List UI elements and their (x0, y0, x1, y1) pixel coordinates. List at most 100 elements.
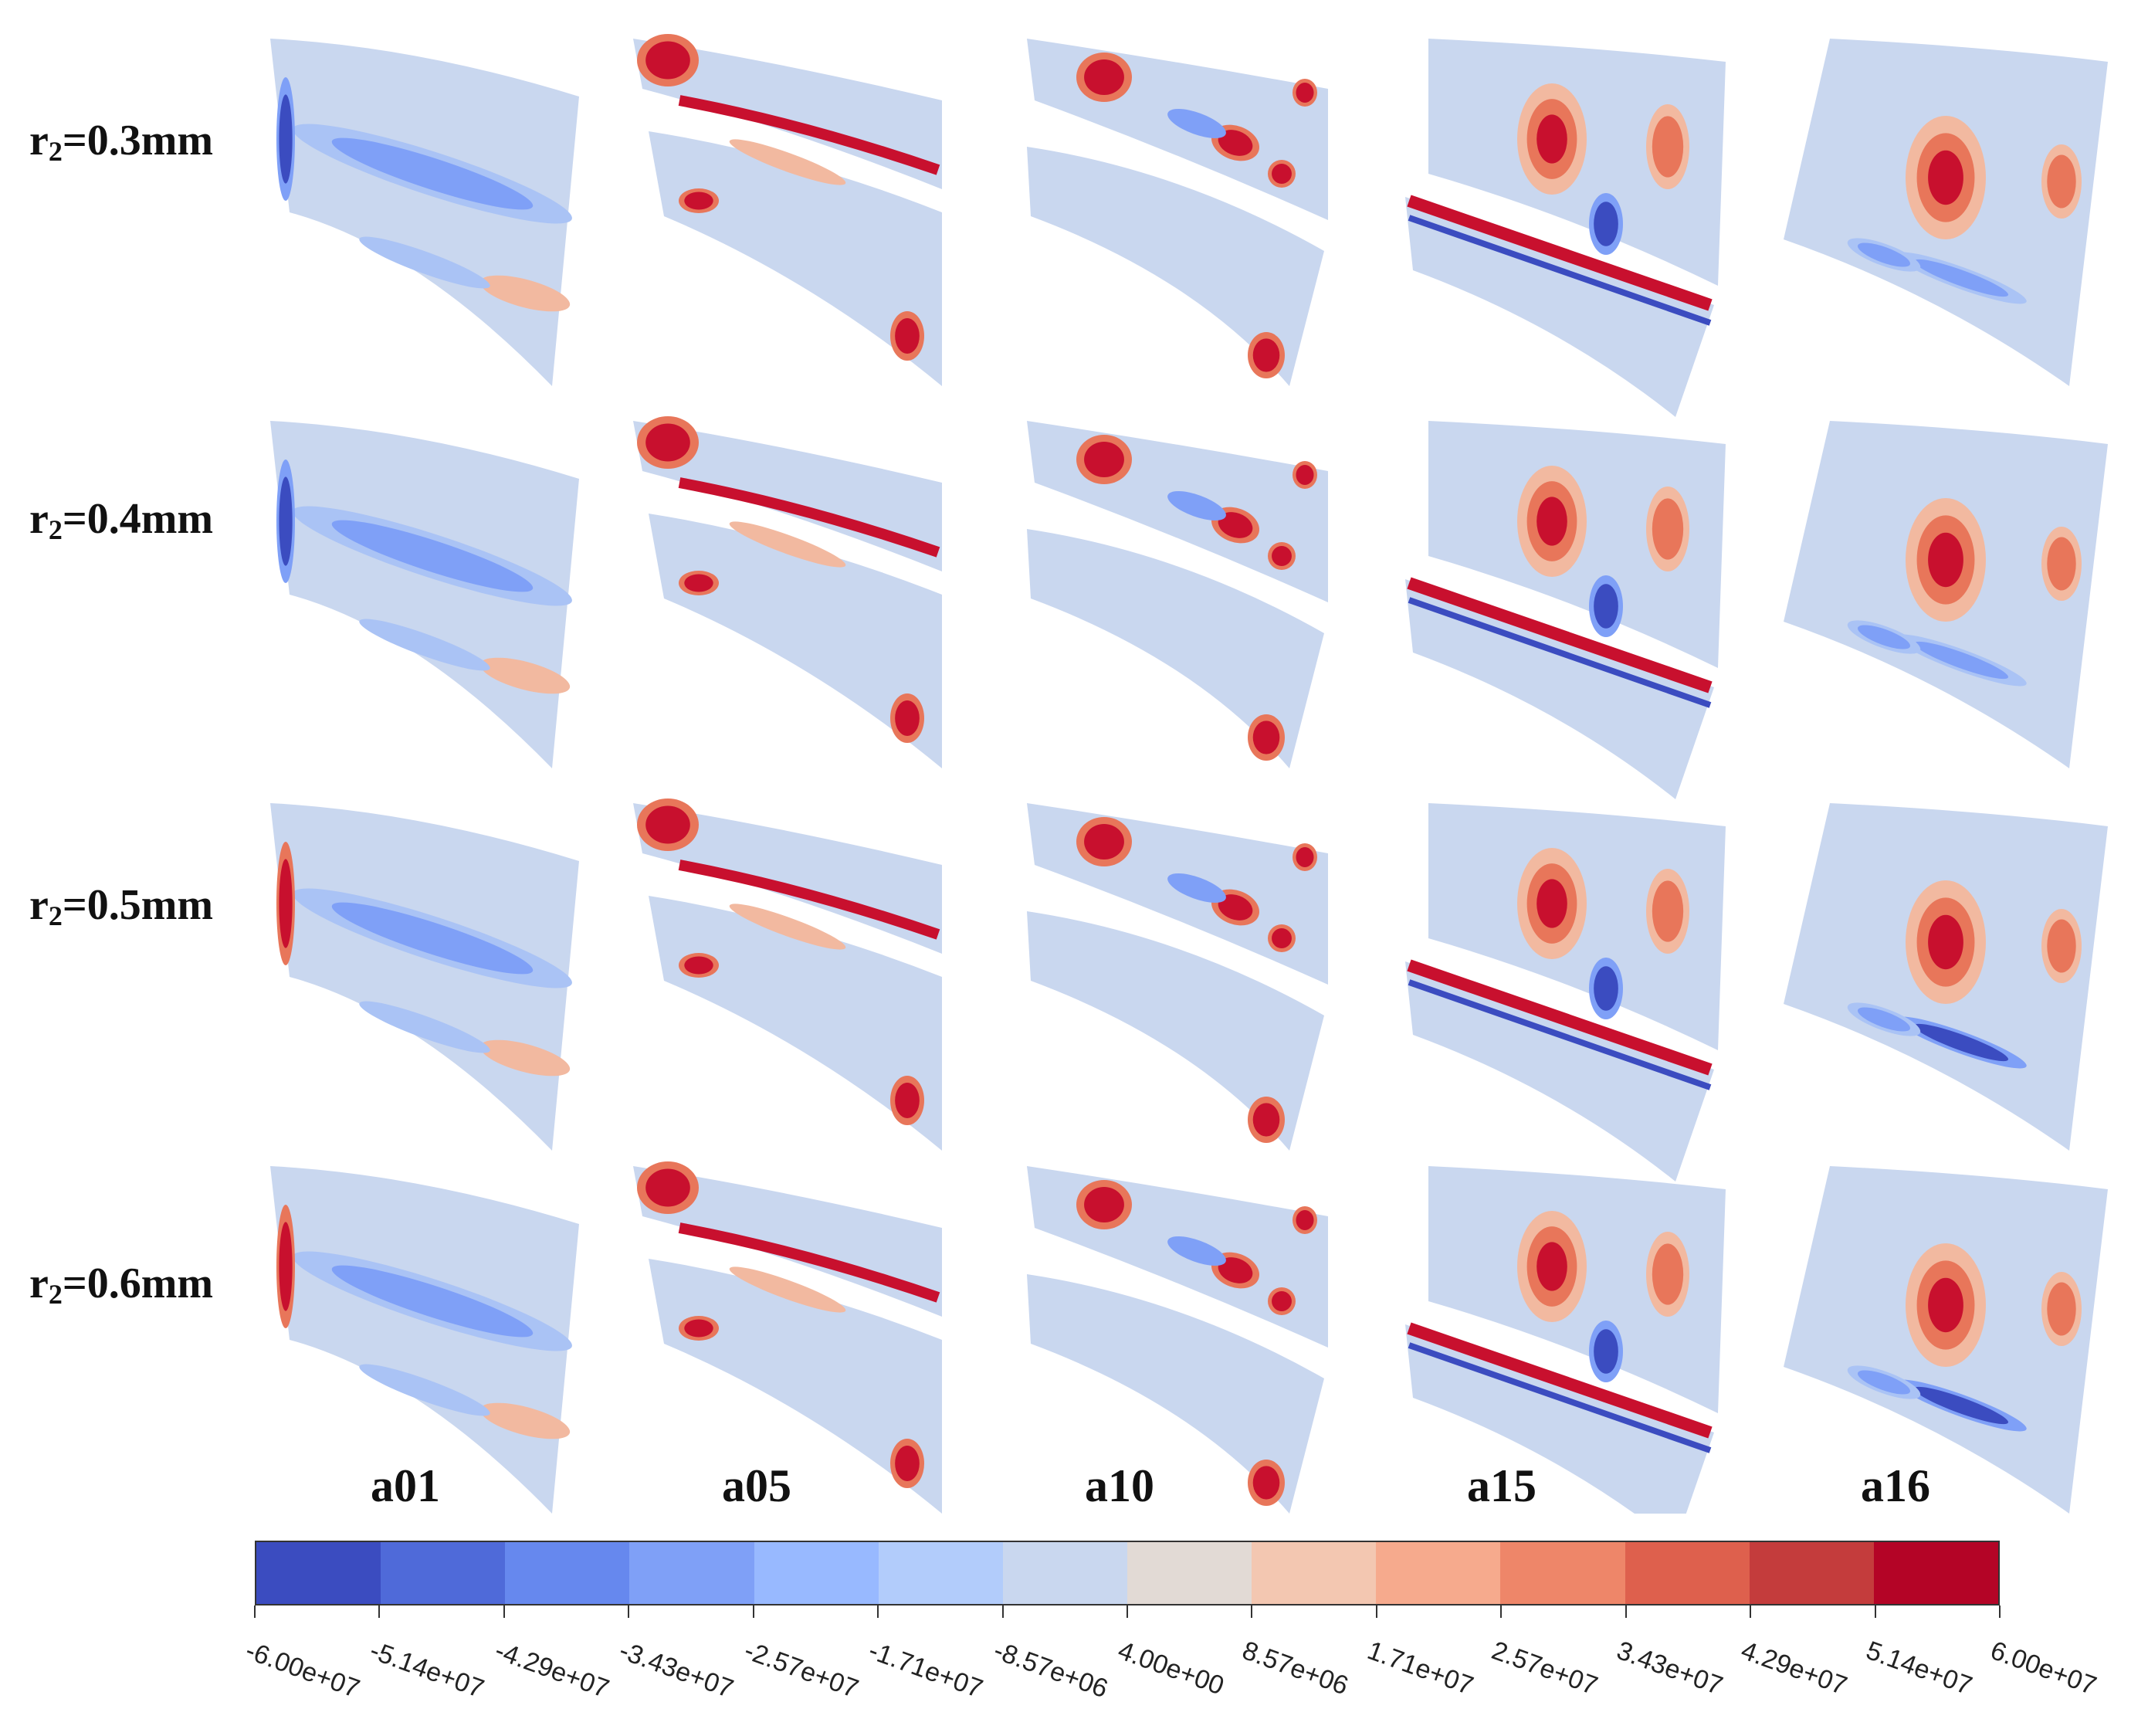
colorbar (255, 1541, 2000, 1605)
slot-band-blue (1408, 979, 1712, 1090)
slot-edge-red (678, 95, 940, 175)
contour-blob (645, 41, 690, 80)
colorbar-tick (1750, 1605, 1752, 1618)
slot-band-blue (1408, 215, 1712, 326)
contour-blob (729, 1266, 846, 1313)
column-label-a15: a15 (1467, 1460, 1536, 1511)
panel-a15-lower (1405, 961, 1714, 1182)
slot-edge-red (678, 1222, 940, 1303)
colorbar-bin (878, 1542, 1003, 1604)
contour-blob (1296, 1210, 1314, 1230)
panel-a15 (1405, 803, 1726, 1182)
panel-a15-lower (1405, 197, 1714, 417)
panel-a05 (633, 34, 942, 386)
contour-blob (1594, 1329, 1618, 1374)
colorbar-tick-label: 2.57e+07 (1488, 1636, 1602, 1701)
contour-blob (331, 902, 534, 975)
contour-blob (1928, 532, 1963, 588)
contour-blob (279, 476, 293, 566)
panel-a15 (1405, 39, 1726, 417)
contour-blob (1652, 880, 1684, 942)
contour-blob (895, 1445, 920, 1482)
contour-blob (1652, 1243, 1684, 1305)
panel-a16 (1784, 803, 2108, 1151)
panel-a01 (270, 1166, 579, 1514)
contour-blob (2047, 919, 2076, 973)
contour-blob (331, 137, 534, 210)
contour-blob (1218, 130, 1253, 156)
contour-blob (1296, 847, 1314, 867)
contour-blob (729, 521, 846, 568)
colorbar-bin (1873, 1542, 1998, 1604)
contour-blob (1084, 441, 1124, 478)
contour-blob (359, 1364, 490, 1416)
panel-a05 (633, 1161, 942, 1514)
contour-blob (1252, 338, 1280, 372)
panel-a10 (1027, 803, 1328, 1151)
contour-blob (1167, 1236, 1226, 1266)
contour-blob (1084, 823, 1124, 860)
contour-blob (1272, 1291, 1292, 1311)
contour-blob (1218, 512, 1253, 538)
contour-blob (1914, 259, 2008, 297)
contour-blob (684, 574, 713, 592)
contour-blob (729, 139, 846, 185)
contour-blob (1218, 894, 1253, 921)
colorbar-bin (1376, 1542, 1501, 1604)
panel-a10 (1027, 421, 1328, 768)
colorbar-tick-label: 4.29e+07 (1737, 1636, 1852, 1701)
colorbar-tick-label: 6.00e+07 (1987, 1636, 2101, 1701)
slot-band-blue (1408, 597, 1712, 708)
slot-band-red (1407, 959, 1713, 1076)
panel-a10-lower (1027, 147, 1324, 386)
contour-blob (279, 94, 293, 184)
contour-blob (359, 236, 490, 289)
panel-a10 (1027, 1166, 1328, 1514)
contour-blob (645, 805, 690, 844)
slot-band-red (1407, 1322, 1713, 1439)
panel-a16 (1784, 39, 2108, 386)
column-label-a01: a01 (371, 1460, 440, 1511)
panel-a15 (1405, 421, 1726, 799)
colorbar-tick (503, 1605, 505, 1618)
contour-blob (1914, 641, 2008, 680)
colorbar-tick-label: 4.00e+00 (1114, 1636, 1228, 1701)
contour-blob (1594, 202, 1618, 246)
contour-blob (1084, 59, 1124, 96)
panel-a05-lower (649, 514, 942, 768)
panel-a01 (270, 39, 579, 386)
colorbar-tick (1874, 1605, 1876, 1618)
colorbar-tick (1251, 1605, 1253, 1618)
panel-a10-lower (1027, 1274, 1324, 1514)
colorbar-bin (1749, 1542, 1874, 1604)
colorbar-tick-label: -8.57e+06 (989, 1636, 1112, 1704)
panel-a10-lower (1027, 911, 1324, 1151)
contour-blob (1167, 491, 1226, 520)
colorbar-tick (877, 1605, 879, 1618)
contour-blob (1857, 1007, 1911, 1032)
contour-blob (1928, 914, 1963, 970)
column-label-a10: a10 (1085, 1460, 1154, 1511)
contour-blob (1914, 1023, 2008, 1062)
colorbar-bin (1500, 1542, 1625, 1604)
contour-blob (479, 657, 571, 694)
contour-blob (1536, 497, 1567, 546)
contour-blob (895, 1082, 920, 1119)
contour-blob (359, 1001, 490, 1053)
column-label-a05: a05 (722, 1460, 791, 1511)
column-label-a16: a16 (1861, 1460, 1930, 1511)
colorbar-tick-label: 1.71e+07 (1363, 1636, 1477, 1701)
contour-blob (1272, 546, 1292, 566)
colorbar-bin (1002, 1542, 1127, 1604)
contour-blob (359, 619, 490, 671)
colorbar-bin (505, 1542, 630, 1604)
contour-blob (1252, 721, 1280, 754)
colorbar-tick-label: 5.14e+07 (1862, 1636, 1976, 1701)
colorbar-tick (378, 1605, 381, 1618)
panel-a15-lower (1405, 579, 1714, 799)
colorbar-tick-label: -2.57e+07 (740, 1636, 862, 1704)
contour-blob (729, 904, 846, 950)
colorbar-tick (1500, 1605, 1503, 1618)
colorbar-tick-label: -1.71e+07 (865, 1636, 987, 1704)
colorbar-tick (1001, 1605, 1004, 1618)
